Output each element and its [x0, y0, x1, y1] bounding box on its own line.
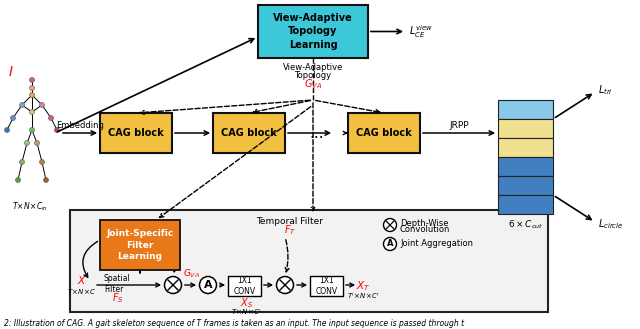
Text: A: A	[204, 280, 212, 290]
Circle shape	[164, 276, 182, 293]
Bar	[228, 276, 261, 296]
Text: Joint-Specific
Filter
Learning: Joint-Specific Filter Learning	[106, 229, 173, 261]
Circle shape	[54, 128, 60, 133]
Circle shape	[29, 92, 35, 97]
Bar	[498, 157, 553, 176]
Text: $F_S$: $F_S$	[112, 291, 124, 305]
Bar	[310, 276, 343, 296]
Text: Joint Aggregation: Joint Aggregation	[400, 240, 473, 248]
Circle shape	[4, 128, 10, 133]
Text: $X$: $X$	[77, 274, 87, 286]
Circle shape	[29, 78, 35, 83]
Circle shape	[383, 218, 397, 232]
Text: $L_{circle}$: $L_{circle}$	[598, 217, 623, 231]
Text: 1X1
CONV: 1X1 CONV	[234, 276, 255, 296]
Text: View-Adaptive: View-Adaptive	[283, 63, 343, 71]
Text: $G_{VA}$: $G_{VA}$	[183, 268, 200, 280]
Text: $T\!\times\!N\!\times\!C$: $T\!\times\!N\!\times\!C$	[67, 287, 97, 295]
Text: CAG block: CAG block	[221, 128, 277, 138]
Bar	[70, 210, 548, 312]
Text: 2: Illustration of CAG. A gait skeleton sequence of T frames is taken as an inpu: 2: Illustration of CAG. A gait skeleton …	[4, 318, 464, 327]
Text: $L_{CE}^{view}$: $L_{CE}^{view}$	[409, 23, 433, 40]
Text: 1X1
CONV: 1X1 CONV	[316, 276, 337, 296]
Circle shape	[40, 103, 45, 108]
Text: ...: ...	[309, 125, 324, 140]
Bar	[100, 113, 172, 153]
Circle shape	[49, 115, 54, 120]
Text: $X_S$: $X_S$	[240, 296, 253, 310]
Circle shape	[24, 140, 29, 145]
Text: $X_T$: $X_T$	[356, 279, 370, 293]
Circle shape	[19, 160, 24, 164]
Text: Spatial
Filter: Spatial Filter	[104, 274, 131, 294]
Circle shape	[35, 140, 40, 145]
Text: Depth-Wise: Depth-Wise	[400, 218, 449, 227]
Bar	[213, 113, 285, 153]
Text: $6\times C_{out}$: $6\times C_{out}$	[508, 219, 543, 231]
Text: JRPP: JRPP	[449, 121, 469, 131]
Bar	[100, 220, 180, 270]
Text: CAG block: CAG block	[108, 128, 164, 138]
Text: $T\!\times\!N\!\times\!C_{in}$: $T\!\times\!N\!\times\!C_{in}$	[12, 201, 48, 213]
Text: $T\!\times\!N\!\times\!C^{\prime}$: $T\!\times\!N\!\times\!C^{\prime}$	[231, 307, 262, 317]
Circle shape	[383, 238, 397, 250]
Text: CAG block: CAG block	[356, 128, 412, 138]
Circle shape	[29, 110, 35, 114]
Text: $T^{\prime}\!\times\!N\!\times\!C^{\prime}$: $T^{\prime}\!\times\!N\!\times\!C^{\prim…	[347, 291, 380, 301]
Circle shape	[40, 160, 45, 164]
Circle shape	[200, 276, 216, 293]
Text: Temporal Filter: Temporal Filter	[257, 216, 323, 225]
Text: Convolution: Convolution	[400, 225, 451, 235]
Bar	[498, 119, 553, 138]
Bar	[498, 100, 553, 119]
Circle shape	[29, 128, 35, 133]
Text: Embedding: Embedding	[56, 120, 104, 130]
Text: $L_{tri}$: $L_{tri}$	[598, 83, 612, 97]
Text: $I$: $I$	[8, 65, 13, 79]
Circle shape	[276, 276, 294, 293]
Circle shape	[15, 178, 20, 183]
Circle shape	[19, 103, 24, 108]
Bar	[498, 138, 553, 157]
Text: $G_{VA}$: $G_{VA}$	[304, 77, 322, 91]
Text: Topology: Topology	[294, 70, 332, 80]
Circle shape	[29, 86, 35, 90]
Bar	[498, 195, 553, 214]
Circle shape	[10, 115, 15, 120]
Text: $F_T$: $F_T$	[284, 223, 296, 237]
Bar	[498, 176, 553, 195]
Circle shape	[44, 178, 49, 183]
Bar	[258, 5, 368, 58]
Bar	[348, 113, 420, 153]
Text: View-Adaptive
Topology
Learning: View-Adaptive Topology Learning	[273, 13, 353, 50]
Text: A: A	[387, 240, 393, 248]
